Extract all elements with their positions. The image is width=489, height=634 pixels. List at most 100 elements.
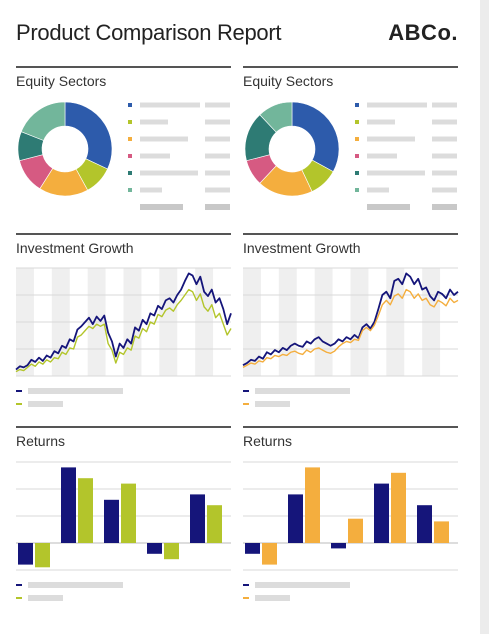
bar-4-1 <box>434 521 449 543</box>
series-label-placeholder-1 <box>28 595 63 601</box>
legend-swatch-4 <box>128 171 132 175</box>
series-label-placeholder-0 <box>28 388 123 394</box>
legend-swatch-2 <box>128 137 132 141</box>
section-rule <box>243 426 458 428</box>
legend-value-placeholder-5 <box>205 187 230 193</box>
legend-value-placeholder-4 <box>205 170 230 176</box>
equity-sectors-donut-right <box>244 101 340 197</box>
returns-legend-right <box>243 582 350 601</box>
legend-swatch-3 <box>128 154 132 158</box>
bar-1-1 <box>305 467 320 543</box>
legend-swatch-0 <box>128 103 132 107</box>
section-title-equity-right: Equity Sectors <box>243 73 334 89</box>
legend-label-placeholder-3 <box>367 153 397 159</box>
returns-chart-right <box>243 461 458 571</box>
legend-label-placeholder-2 <box>367 136 415 142</box>
series-label-placeholder-0 <box>28 582 123 588</box>
bar-2-1 <box>348 518 363 543</box>
page-edge <box>480 0 489 634</box>
donut-slice-5 <box>20 101 66 141</box>
series-line-0 <box>15 272 232 371</box>
bar-0-1 <box>262 543 277 565</box>
section-rule <box>16 233 231 235</box>
investment-growth-chart-left <box>15 267 232 377</box>
legend-value-placeholder-1 <box>205 119 230 125</box>
legend-value-placeholder-2 <box>432 136 457 142</box>
series-label-placeholder-0 <box>255 388 350 394</box>
equity-sectors-legend-left <box>128 102 230 210</box>
investment-growth-legend-right <box>243 388 350 407</box>
legend-value-placeholder-1 <box>432 119 457 125</box>
legend-value-placeholder-4 <box>432 170 457 176</box>
series-line-1 <box>15 288 232 373</box>
legend-swatch-1 <box>128 120 132 124</box>
legend-label-placeholder-0 <box>140 102 200 108</box>
donut-slice-0 <box>64 101 113 170</box>
section-rule <box>243 66 458 68</box>
investment-growth-legend-left <box>16 388 123 407</box>
legend-swatch-2 <box>355 137 359 141</box>
legend-label-placeholder-5 <box>367 187 389 193</box>
section-rule <box>16 426 231 428</box>
legend-total-value-placeholder <box>432 204 457 210</box>
bar-0-1 <box>35 543 50 568</box>
legend-label-placeholder-4 <box>140 170 198 176</box>
series-line-1 <box>242 288 459 368</box>
company-logo: ABCo. <box>388 20 458 45</box>
legend-swatch-5 <box>355 188 359 192</box>
bar-4-0 <box>417 505 432 543</box>
section-title-growth-left: Investment Growth <box>16 240 134 256</box>
donut-slice-5 <box>259 101 293 133</box>
bar-1-0 <box>61 467 76 543</box>
series-label-placeholder-1 <box>28 401 63 407</box>
section-title-returns-right: Returns <box>243 433 293 449</box>
legend-value-placeholder-2 <box>205 136 230 142</box>
series-swatch-1 <box>16 597 22 599</box>
legend-value-placeholder-0 <box>432 102 457 108</box>
legend-swatch-3 <box>355 154 359 158</box>
series-swatch-1 <box>243 403 249 405</box>
section-rule <box>243 233 458 235</box>
returns-chart-left <box>16 461 231 571</box>
legend-swatch-0 <box>355 103 359 107</box>
legend-swatch-4 <box>355 171 359 175</box>
bar-3-1 <box>391 472 406 543</box>
returns-legend-left <box>16 582 123 601</box>
legend-value-placeholder-3 <box>205 153 230 159</box>
bar-0-0 <box>18 543 33 565</box>
series-swatch-0 <box>16 390 22 392</box>
bar-1-1 <box>78 478 93 543</box>
legend-label-placeholder-3 <box>140 153 170 159</box>
legend-label-placeholder-4 <box>367 170 425 176</box>
bar-0-0 <box>245 543 260 554</box>
bar-3-1 <box>164 543 179 560</box>
legend-label-placeholder-5 <box>140 187 162 193</box>
series-swatch-0 <box>16 584 22 586</box>
donut-slice-0 <box>291 101 340 173</box>
investment-growth-chart-right <box>242 267 459 377</box>
bar-3-0 <box>374 483 389 543</box>
series-line-0 <box>242 272 459 366</box>
series-swatch-1 <box>243 597 249 599</box>
legend-label-placeholder-0 <box>367 102 427 108</box>
legend-swatch-1 <box>355 120 359 124</box>
bar-4-1 <box>207 505 222 543</box>
bar-2-0 <box>331 543 346 549</box>
section-rule <box>16 66 231 68</box>
series-label-placeholder-1 <box>255 595 290 601</box>
bar-1-0 <box>288 494 303 543</box>
section-title-equity-left: Equity Sectors <box>16 73 107 89</box>
series-swatch-1 <box>16 403 22 405</box>
bar-2-0 <box>104 499 119 543</box>
bar-4-0 <box>190 494 205 543</box>
series-swatch-0 <box>243 390 249 392</box>
report-title: Product Comparison Report <box>16 20 282 45</box>
equity-sectors-donut-left <box>17 101 113 197</box>
section-title-returns-left: Returns <box>16 433 66 449</box>
legend-value-placeholder-5 <box>432 187 457 193</box>
legend-value-placeholder-3 <box>432 153 457 159</box>
legend-label-placeholder-1 <box>140 119 168 125</box>
bar-3-0 <box>147 543 162 554</box>
legend-total-value-placeholder <box>205 204 230 210</box>
